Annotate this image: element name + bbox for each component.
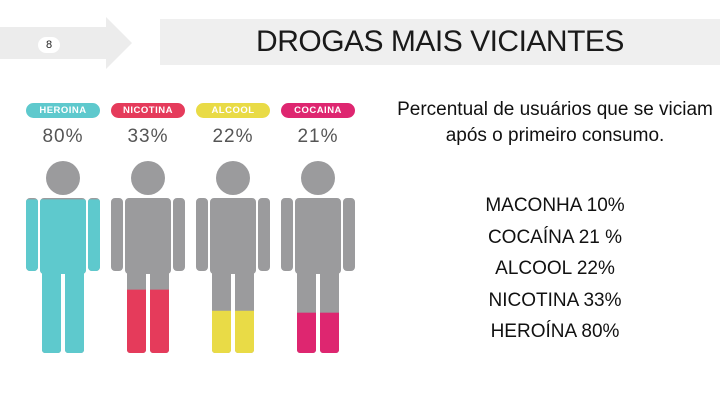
figure-heroina: HEROINA 80% xyxy=(26,103,112,358)
badge-alcool: ALCOOL xyxy=(196,103,270,118)
stat-alcool: ALCOOL 22% xyxy=(495,258,615,279)
person-body-empty xyxy=(281,198,355,353)
person-head xyxy=(301,161,335,195)
person-body-fill xyxy=(281,312,355,353)
stat-cocaina: COCAÍNA 21 % xyxy=(487,226,623,248)
stat-nicotina: NICOTINA 33% xyxy=(488,289,622,311)
person-body-fill xyxy=(111,289,185,353)
badge-heroina: HEROINA xyxy=(26,103,100,118)
figure-nicotina: NICOTINA 33% xyxy=(111,103,197,358)
stat-heroina: HEROÍNA 80% xyxy=(490,321,620,342)
person-icon-alcool xyxy=(196,161,270,353)
person-body-fill xyxy=(196,310,270,353)
badge-nicotina: NICOTINA xyxy=(111,103,185,118)
person-icon-heroina xyxy=(26,161,100,353)
slide-number-arrow xyxy=(0,17,132,69)
slide-title: DROGAS MAIS VICIANTES xyxy=(256,25,624,58)
percent-cocaina: 21% xyxy=(297,126,339,147)
title-bar: DROGAS MAIS VICIANTES xyxy=(160,19,720,65)
badge-cocaina: COCAINA xyxy=(281,103,355,118)
percent-nicotina: 33% xyxy=(127,126,169,147)
person-body-empty xyxy=(111,198,185,353)
figure-alcool: ALCOOL 22% xyxy=(196,103,282,358)
stats-list: MACONHA 10% COCAÍNA 21 % ALCOOL 22% NICO… xyxy=(392,190,718,348)
figure-cocaina: COCAINA 21% xyxy=(281,103,367,358)
person-body-fill xyxy=(26,199,100,353)
person-body-empty xyxy=(196,198,270,353)
slide-number: 8 xyxy=(38,37,60,53)
person-head xyxy=(46,161,80,195)
person-head xyxy=(131,161,165,195)
stat-maconha: MACONHA 10% xyxy=(485,195,625,216)
percent-alcool: 22% xyxy=(212,126,254,147)
subtitle: Percentual de usuários que se viciam apó… xyxy=(397,99,713,146)
percent-heroina: 80% xyxy=(42,126,84,147)
person-head xyxy=(216,161,250,195)
person-icon-cocaina xyxy=(281,161,355,353)
person-icon-nicotina xyxy=(111,161,185,353)
